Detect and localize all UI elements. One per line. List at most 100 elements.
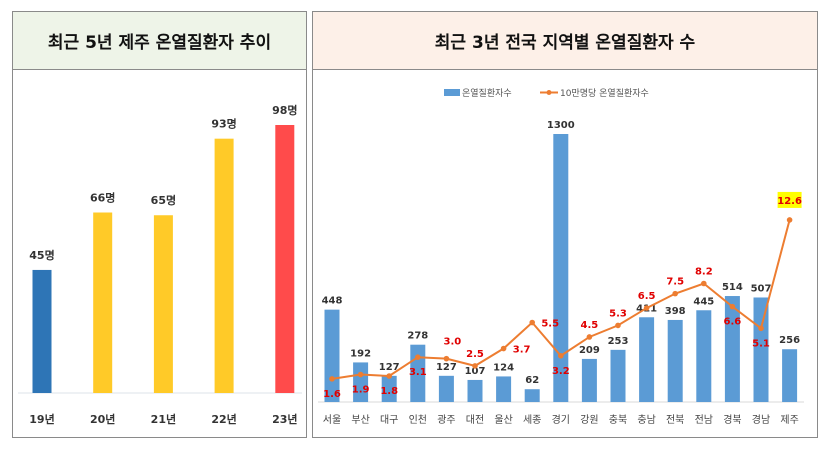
rate-data-label: 3.1 — [409, 367, 427, 378]
rate-data-label: 3.2 — [552, 366, 570, 377]
legend-bar-swatch — [444, 89, 460, 96]
data-label: 66명 — [90, 191, 115, 205]
bar-data-label: 514 — [722, 282, 743, 293]
rate-data-label: 1.8 — [380, 386, 398, 397]
x-tick-label: 광주 — [437, 414, 455, 426]
x-tick-label: 22년 — [211, 412, 236, 426]
rate-point-대구 — [386, 373, 393, 379]
bar-세종 — [524, 389, 540, 402]
x-tick-label: 강원 — [580, 414, 598, 426]
rate-point-경북 — [729, 303, 736, 310]
bar-21년 — [153, 215, 173, 393]
bar-23년 — [275, 125, 295, 393]
jeju-trend-title: 최근 5년 제주 온열질환자 추이 — [13, 12, 306, 70]
bar-부산 — [353, 362, 369, 402]
bar-대전 — [467, 379, 483, 402]
rate-point-울산 — [500, 345, 507, 352]
rate-point-서울 — [329, 376, 335, 382]
bar-data-label: 507 — [751, 283, 772, 294]
rate-data-label: 1.9 — [352, 385, 370, 396]
legend-bar-label: 온열질환자수 — [462, 87, 512, 99]
bar-data-label: 192 — [350, 348, 371, 359]
bar-data-label: 256 — [779, 335, 800, 346]
x-tick-label: 제주 — [780, 414, 798, 426]
x-tick-label: 경남 — [752, 413, 770, 426]
x-tick-label: 전북 — [666, 414, 684, 426]
x-tick-label: 경기 — [552, 413, 570, 426]
rate-point-강원 — [586, 334, 593, 340]
rate-point-대전 — [472, 363, 478, 369]
rate-data-label: 5.1 — [752, 338, 770, 349]
rate-data-label: 5.5 — [541, 319, 559, 330]
x-tick-label: 21년 — [151, 412, 176, 426]
bar-data-label: 124 — [493, 362, 514, 373]
bar-19년 — [32, 269, 52, 393]
rate-data-label: 1.6 — [323, 389, 341, 400]
x-tick-label: 서울 — [323, 414, 341, 426]
rate-point-경남 — [758, 325, 764, 332]
x-tick-label: 대전 — [466, 414, 484, 426]
x-tick-label: 인천 — [409, 414, 427, 426]
bar-광주 — [438, 375, 454, 402]
rate-data-label: 6.5 — [638, 291, 656, 302]
bar-data-label: 278 — [407, 331, 428, 342]
regional-title: 최근 3년 전국 지역별 온열질환자 수 — [313, 12, 817, 70]
rate-point-부산 — [357, 371, 364, 378]
data-label: 45명 — [29, 248, 54, 262]
data-label: 98명 — [272, 103, 297, 117]
bar-data-label: 448 — [322, 296, 343, 307]
x-tick-label: 세종 — [523, 414, 541, 426]
bar-경남 — [753, 297, 769, 402]
rate-data-label: 3.7 — [513, 345, 531, 356]
x-tick-label: 충북 — [609, 414, 627, 426]
x-tick-label: 대구 — [380, 414, 398, 426]
rate-point-충남 — [643, 305, 650, 311]
rate-data-label: 3.0 — [444, 337, 462, 348]
x-tick-label: 전남 — [695, 414, 713, 426]
rate-point-세종 — [529, 319, 535, 326]
bar-충남 — [639, 317, 655, 402]
rate-point-인천 — [415, 354, 421, 361]
rate-point-전남 — [701, 280, 707, 287]
rate-point-전북 — [672, 290, 678, 297]
x-tick-label: 충남 — [637, 414, 655, 426]
bar-강원 — [581, 358, 597, 402]
x-tick-label: 19년 — [29, 412, 54, 426]
legend-line-label: 10만명당 온열질환자수 — [560, 87, 649, 99]
rate-data-label: 2.5 — [466, 349, 484, 360]
x-tick-label: 경북 — [723, 413, 741, 426]
rate-data-label: 6.6 — [724, 317, 742, 328]
bar-data-label: 445 — [693, 296, 714, 307]
legend-line-marker — [546, 90, 552, 95]
x-tick-label: 23년 — [272, 412, 297, 426]
highlight-box — [777, 191, 802, 208]
bar-충북 — [610, 349, 626, 402]
bar-울산 — [496, 376, 512, 402]
x-tick-label: 울산 — [494, 414, 512, 426]
bar-data-label: 209 — [579, 345, 600, 356]
bar-data-label: 107 — [465, 366, 486, 377]
rate-data-label: 4.5 — [581, 320, 599, 331]
bar-data-label: 127 — [379, 362, 400, 373]
data-label: 65명 — [151, 193, 176, 207]
rate-point-충북 — [615, 322, 621, 329]
bar-data-label: 62 — [525, 375, 539, 386]
data-label: 93명 — [211, 117, 236, 131]
bar-경북 — [724, 296, 740, 402]
bar-20년 — [93, 212, 113, 393]
rate-point-경기 — [558, 352, 564, 359]
bar-22년 — [214, 138, 234, 393]
x-tick-label: 부산 — [351, 414, 369, 426]
bar-제주 — [782, 349, 798, 402]
x-tick-label: 20년 — [90, 412, 115, 426]
rate-data-label: 12.6 — [777, 196, 802, 207]
rate-data-label: 7.5 — [666, 277, 684, 288]
bar-전북 — [667, 319, 683, 402]
bar-경기 — [553, 134, 569, 402]
bar-대구 — [381, 375, 397, 402]
bar-data-label: 253 — [608, 336, 629, 347]
rate-point-제주 — [786, 217, 793, 223]
bar-전남 — [696, 310, 712, 402]
bar-data-label: 1300 — [547, 120, 575, 131]
bar-data-label: 398 — [665, 306, 686, 317]
